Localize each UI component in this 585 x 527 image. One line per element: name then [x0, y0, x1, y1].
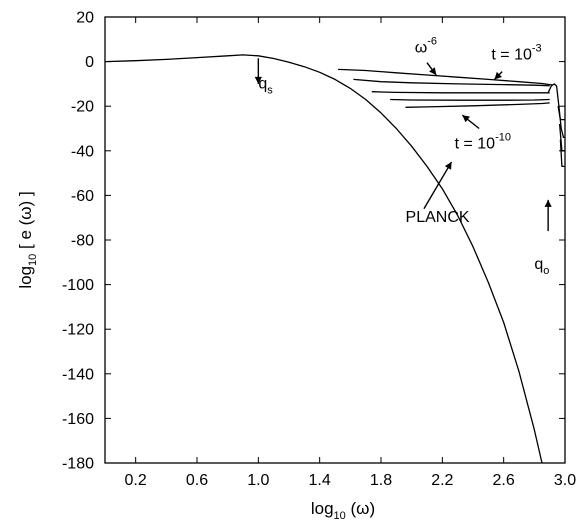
x-tick-label: 0.2	[125, 472, 147, 489]
x-tick-label: 1.4	[309, 472, 331, 489]
arrows-group	[254, 58, 552, 232]
y-axis-ticks: 20 0 -20 -40 -60 -80 -100 -120 -140 -160 -180	[62, 10, 565, 473]
x-axis-label: log10 (ω)	[311, 499, 375, 522]
annotation-arrow	[493, 71, 503, 80]
x-tick-label: 3.0	[554, 472, 576, 489]
y-tick-label: -20	[71, 99, 94, 116]
y-tick-label: -160	[62, 411, 94, 428]
annotation-t10: t = 10-10	[455, 132, 511, 153]
x-tick-label: 1.0	[247, 472, 269, 489]
annotation-omega: ω-6	[415, 36, 437, 57]
series-line	[371, 91, 550, 94]
series-line	[557, 106, 565, 121]
y-tick-label: -80	[71, 233, 94, 250]
annotation-arrow	[544, 199, 552, 232]
annotation-arrow	[426, 62, 437, 76]
series-line	[405, 102, 550, 108]
y-tick-label: -60	[71, 188, 94, 205]
series-line	[338, 68, 553, 86]
series-line	[547, 83, 565, 139]
y-tick-label: -180	[62, 456, 94, 473]
x-tick-label: 2.6	[493, 472, 515, 489]
series-line	[558, 123, 565, 152]
series-group	[104, 54, 565, 464]
y-tick-label: 0	[85, 54, 94, 71]
y-tick-label: -100	[62, 277, 94, 294]
y-tick-label: -40	[71, 143, 94, 160]
y-axis-label: log10 [ e (ω) ]	[16, 191, 39, 288]
annotation-planck: PLANCK	[406, 209, 470, 226]
x-tick-label: 0.6	[186, 472, 208, 489]
series-line	[559, 139, 565, 168]
series-line	[104, 54, 543, 464]
series-line	[390, 98, 550, 101]
x-tick-label: 1.8	[370, 472, 392, 489]
annotation-arrow	[461, 114, 480, 130]
annotation-arrow	[254, 58, 262, 84]
y-tick-label: -140	[62, 366, 94, 383]
x-axis-ticks: 0.2 0.6 1.0 1.4 1.8 2.2 2.6 3.0	[125, 17, 576, 489]
annotations-group: qs ω-6 t = 10-3 t = 10-10 PLANCK qo	[258, 36, 549, 277]
y-tick-label: -120	[62, 322, 94, 339]
y-tick-label: 20	[76, 10, 94, 27]
annotation-qo: qo	[534, 256, 549, 277]
annotation-arrow	[423, 161, 453, 210]
annotation-qs: qs	[258, 75, 273, 96]
annotation-t3: t = 10-3	[491, 42, 541, 63]
series-line	[353, 78, 550, 87]
x-tick-label: 2.2	[431, 472, 453, 489]
